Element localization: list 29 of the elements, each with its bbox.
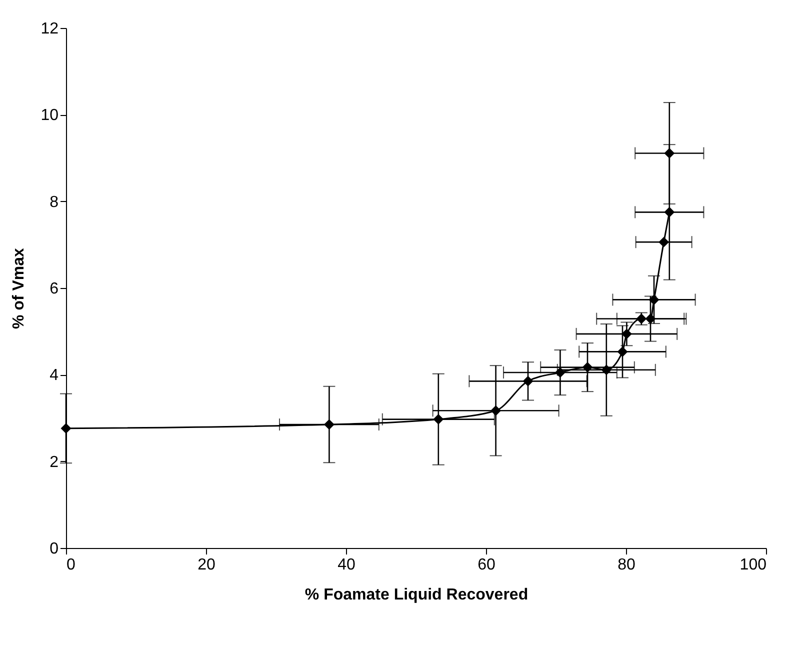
point [554, 367, 566, 378]
x-tick-label: 20 [198, 556, 216, 574]
point [522, 376, 534, 386]
point [658, 236, 670, 248]
x-tick-label: 60 [478, 556, 496, 574]
point [645, 314, 656, 324]
y-tick-label: 0 [50, 540, 59, 558]
y-tick-label: 4 [50, 367, 59, 384]
point [601, 364, 612, 376]
x-tick-label: 40 [338, 556, 356, 574]
y-tick-label: 2 [50, 454, 59, 471]
point [324, 419, 334, 430]
point [60, 423, 72, 434]
point [582, 362, 593, 373]
y-tick-label: 8 [50, 194, 59, 211]
y-tick-label: 12 [40, 20, 59, 38]
y-axis-title: % of Vmax [10, 248, 28, 329]
point [617, 346, 628, 357]
y-tick-label: 6 [50, 280, 59, 298]
point [664, 206, 675, 218]
point [664, 148, 675, 158]
point [648, 294, 660, 305]
point [433, 414, 444, 425]
point [490, 405, 502, 416]
x-axis-title: % Foamate Liquid Recovered [304, 586, 528, 604]
x-tick-label: 80 [618, 556, 636, 574]
x-tick-label: 100 [740, 556, 767, 574]
y-tick-label: 10 [40, 107, 59, 124]
x-tick-label: 0 [66, 556, 76, 574]
